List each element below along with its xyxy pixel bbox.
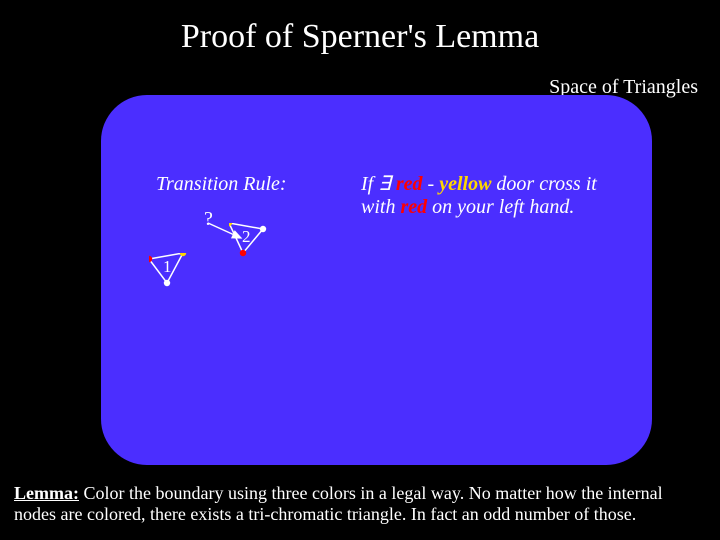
rule-red-word-2: red xyxy=(400,196,427,218)
triangle-2: 2 xyxy=(229,223,269,259)
page-title: Proof of Sperner's Lemma xyxy=(0,18,720,56)
rule-red-word: red xyxy=(396,173,423,195)
lemma-text: Lemma: Color the boundary using three co… xyxy=(14,483,706,526)
rule-dash: - xyxy=(423,173,440,195)
lemma-label: Lemma: xyxy=(14,483,79,503)
vertex-dot xyxy=(260,226,266,232)
rule-prefix: If ∃ xyxy=(361,173,396,195)
transition-rule-text: If ∃ red - yellow door cross it with red… xyxy=(361,173,631,219)
vertex-dot xyxy=(229,223,232,226)
lemma-body: Color the boundary using three colors in… xyxy=(14,483,663,525)
question-mark: ? xyxy=(204,208,213,231)
diagram-panel: Transition Rule: If ∃ red - yellow door … xyxy=(101,95,652,465)
triangle-number: 1 xyxy=(163,257,172,277)
transition-rule-label: Transition Rule: xyxy=(156,173,287,196)
slide: Proof of Sperner's Lemma Space of Triang… xyxy=(0,0,720,540)
vertex-dot xyxy=(149,256,152,262)
triangle-number: 2 xyxy=(242,227,251,247)
rule-yellow-word: yellow xyxy=(439,173,491,195)
vertex-dot xyxy=(240,250,246,256)
rule-suffix: on your left hand. xyxy=(427,196,574,218)
triangle-1: 1 xyxy=(149,253,189,289)
vertex-dot xyxy=(164,280,170,286)
